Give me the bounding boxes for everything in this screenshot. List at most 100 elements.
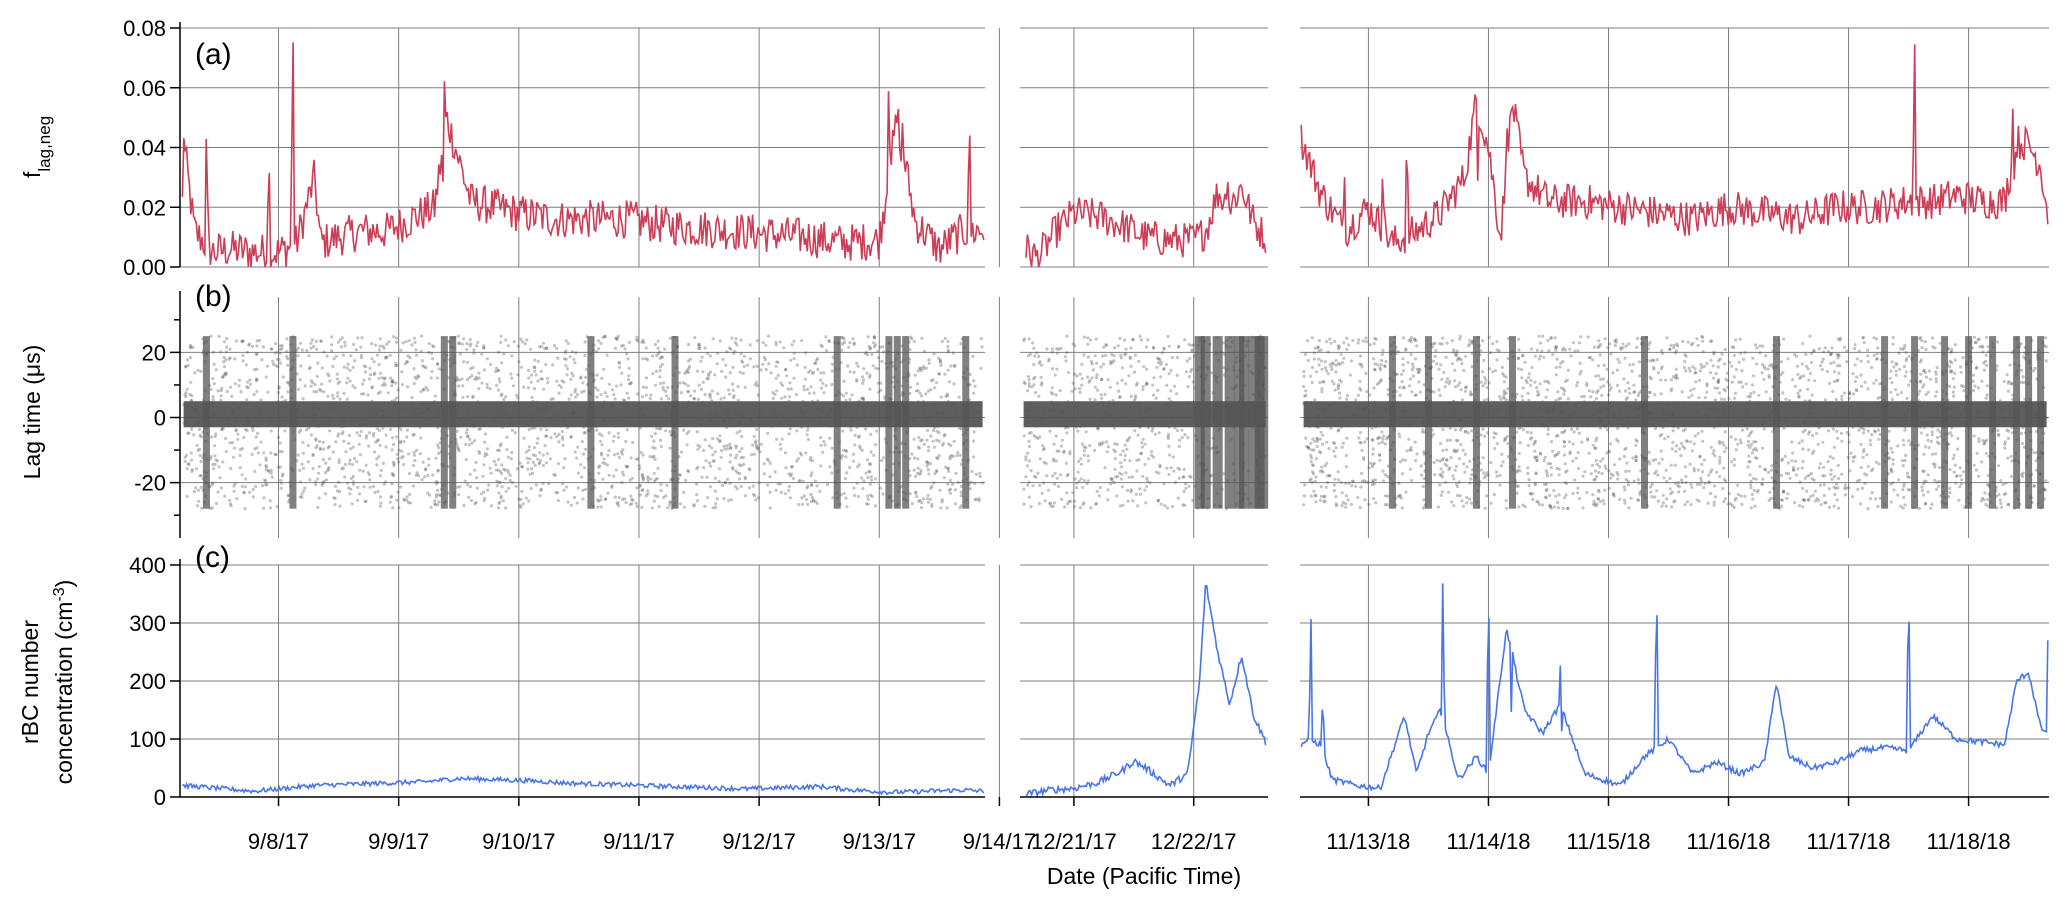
scatter-point	[374, 440, 378, 444]
scatter-point	[1345, 336, 1349, 340]
scatter-point	[307, 426, 311, 430]
scatter-point	[553, 473, 558, 477]
scatter-point	[1048, 429, 1052, 433]
scatter-point	[272, 362, 276, 366]
scatter-point	[1810, 351, 1814, 355]
scatter-point	[597, 499, 601, 503]
scatter-point	[830, 446, 834, 450]
scatter-point	[1413, 440, 1417, 444]
scatter-point	[819, 386, 824, 390]
scatter-point	[789, 358, 793, 362]
scatter-point	[277, 385, 281, 389]
scatter-point	[1665, 479, 1669, 484]
scatter-point	[483, 432, 488, 436]
scatter-point	[1660, 351, 1664, 355]
scatter-point	[644, 376, 649, 380]
scatter-point	[466, 483, 470, 487]
scatter-point	[459, 435, 463, 439]
scatter-point	[1816, 442, 1820, 446]
scatter-point	[800, 496, 804, 500]
scatter-point	[1038, 457, 1042, 461]
scatter-point	[1655, 489, 1659, 493]
scatter-point	[405, 495, 409, 499]
scatter-point	[1520, 376, 1524, 380]
scatter-point	[1847, 433, 1851, 437]
scatter-point	[861, 398, 865, 402]
scatter-point	[1094, 501, 1099, 506]
scatter-point	[551, 397, 555, 401]
scatter-point	[736, 398, 740, 402]
scatter-point	[497, 350, 501, 354]
scatter-point	[759, 368, 763, 372]
scatter-point	[1156, 388, 1160, 392]
scatter-point	[229, 385, 233, 389]
scatter-point	[659, 488, 663, 493]
scatter-point	[687, 367, 691, 371]
scatter-point	[1860, 486, 1864, 490]
scatter-point	[1749, 391, 1753, 396]
scatter-point	[285, 337, 289, 341]
scatter-point	[210, 506, 214, 510]
scatter-point	[529, 467, 534, 471]
scatter-point	[345, 381, 349, 385]
scatter-point	[612, 434, 616, 438]
scatter-point	[500, 392, 504, 396]
scatter-point	[1831, 456, 1835, 460]
scatter-point	[538, 494, 542, 498]
scatter-point	[531, 471, 535, 475]
scatter-point	[806, 437, 811, 441]
scatter-point	[600, 453, 604, 457]
scatter-point	[631, 498, 635, 502]
scatter-point	[1902, 443, 1906, 447]
scatter-point	[1119, 477, 1123, 481]
scatter-point	[751, 484, 755, 488]
scatter-point	[1751, 497, 1755, 501]
scatter-point	[740, 434, 744, 439]
scatter-point	[946, 339, 950, 344]
scatter-point	[807, 391, 812, 395]
scatter-point	[1354, 484, 1358, 488]
scatter-point	[1668, 347, 1672, 351]
scatter-point	[429, 376, 433, 380]
scatter-point	[1141, 437, 1145, 441]
scatter-point	[1786, 492, 1790, 496]
scatter-point	[1070, 389, 1074, 393]
scatter-point	[1162, 482, 1166, 486]
scatter-point	[702, 466, 706, 470]
scatter-point	[1141, 385, 1145, 389]
scatter-point	[193, 371, 197, 375]
scatter-point	[1810, 393, 1814, 397]
scatter-point	[482, 368, 486, 372]
scatter-point	[1124, 352, 1128, 356]
scatter-point	[1116, 344, 1120, 348]
scatter-point	[1793, 459, 1797, 463]
scatter-point	[1049, 504, 1053, 508]
scatter-point	[389, 427, 393, 431]
scatter-point	[1055, 476, 1059, 480]
scatter-point	[211, 398, 215, 402]
scatter-point	[1096, 426, 1100, 431]
scatter-point	[641, 488, 645, 492]
scatter-point	[868, 346, 873, 350]
scatter-point	[1540, 503, 1545, 507]
scatter-point	[738, 370, 743, 374]
scatter-point	[390, 448, 394, 452]
scatter-point	[681, 381, 685, 385]
scatter-point	[1707, 480, 1711, 484]
scatter-point	[494, 369, 498, 374]
scatter-point	[225, 345, 229, 349]
scatter-point	[692, 396, 696, 400]
scatter-point	[1757, 393, 1761, 397]
scatter-point	[1849, 451, 1853, 455]
scatter-point	[383, 480, 388, 484]
scatter-point	[1618, 389, 1622, 393]
scatter-point	[1163, 504, 1167, 508]
scatter-point	[1050, 347, 1055, 351]
scatter-point	[868, 373, 872, 377]
scatter-point	[968, 487, 972, 491]
scatter-point	[1445, 448, 1449, 452]
scatter-point	[356, 485, 360, 489]
scatter-point	[1082, 478, 1086, 483]
scatter-point	[188, 356, 192, 360]
scatter-point	[1709, 491, 1713, 496]
